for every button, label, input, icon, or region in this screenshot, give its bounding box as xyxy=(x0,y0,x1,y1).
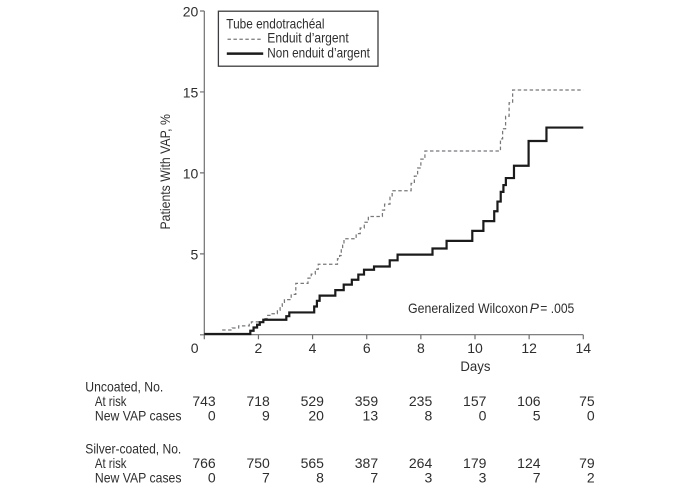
svg-text:8: 8 xyxy=(417,340,425,356)
svg-text:359: 359 xyxy=(355,393,379,409)
svg-text:10: 10 xyxy=(183,165,199,181)
svg-text:Enduit d’argent: Enduit d’argent xyxy=(267,29,348,45)
svg-text:6: 6 xyxy=(363,340,371,356)
svg-text:179: 179 xyxy=(463,455,487,471)
svg-text:20: 20 xyxy=(308,407,324,423)
svg-text:106: 106 xyxy=(517,393,541,409)
svg-text:8: 8 xyxy=(316,469,324,485)
svg-text:743: 743 xyxy=(192,393,216,409)
svg-text:10: 10 xyxy=(467,340,483,356)
svg-text:387: 387 xyxy=(355,455,379,471)
svg-text:Patients With VAP, %: Patients With VAP, % xyxy=(157,114,173,229)
svg-text:Non enduit d’argent: Non enduit d’argent xyxy=(267,44,370,60)
svg-text:7: 7 xyxy=(370,469,378,485)
svg-text:Days: Days xyxy=(460,358,490,374)
svg-text:14: 14 xyxy=(575,340,591,356)
svg-text:0: 0 xyxy=(479,407,487,423)
svg-text:5: 5 xyxy=(533,407,541,423)
svg-text:Silver-coated, No.: Silver-coated, No. xyxy=(85,441,181,457)
svg-text:75: 75 xyxy=(579,393,595,409)
svg-text:766: 766 xyxy=(192,455,216,471)
svg-text:750: 750 xyxy=(246,455,270,471)
svg-text:4: 4 xyxy=(309,340,317,356)
svg-text:264: 264 xyxy=(409,455,433,471)
svg-text:124: 124 xyxy=(517,455,541,471)
svg-text:0: 0 xyxy=(208,469,216,485)
svg-text:565: 565 xyxy=(301,455,325,471)
svg-text:8: 8 xyxy=(424,407,432,423)
svg-text:718: 718 xyxy=(246,393,270,409)
svg-text:Tube endotrachéal: Tube endotrachéal xyxy=(226,16,324,32)
svg-text:7: 7 xyxy=(262,469,270,485)
svg-text:12: 12 xyxy=(521,340,537,356)
svg-text:235: 235 xyxy=(409,393,433,409)
svg-text:5: 5 xyxy=(191,246,199,262)
svg-text:157: 157 xyxy=(463,393,487,409)
svg-text:9: 9 xyxy=(262,407,270,423)
svg-text:3: 3 xyxy=(479,469,487,485)
svg-text:15: 15 xyxy=(183,84,199,100)
svg-text:At risk: At risk xyxy=(95,455,127,471)
svg-text:20: 20 xyxy=(183,4,199,20)
svg-text:3: 3 xyxy=(424,469,432,485)
svg-text:79: 79 xyxy=(579,455,595,471)
svg-text:529: 529 xyxy=(301,393,325,409)
svg-text:2: 2 xyxy=(587,469,595,485)
svg-text:7: 7 xyxy=(533,469,541,485)
svg-text:At risk: At risk xyxy=(95,393,127,409)
svg-text:13: 13 xyxy=(363,407,379,423)
svg-text:0: 0 xyxy=(587,407,595,423)
svg-text:New VAP cases: New VAP cases xyxy=(95,407,182,423)
svg-text:2: 2 xyxy=(255,340,263,356)
svg-text:New VAP cases: New VAP cases xyxy=(95,469,182,485)
svg-text:0: 0 xyxy=(208,407,216,423)
svg-text:Uncoated, No.: Uncoated, No. xyxy=(85,379,163,395)
svg-text:0: 0 xyxy=(191,340,199,356)
